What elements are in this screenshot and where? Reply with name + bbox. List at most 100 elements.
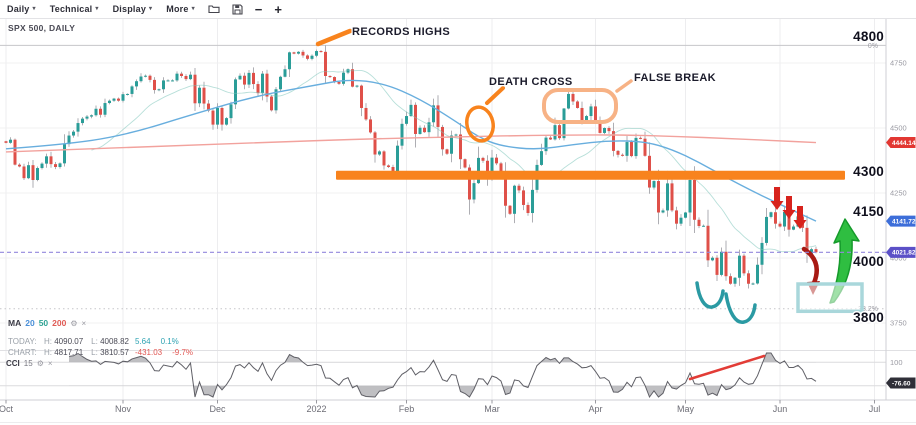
menu-daily-label: Daily bbox=[7, 4, 30, 14]
chart-low-value: 3810.57 bbox=[100, 348, 129, 357]
death-cross-pointer[interactable] bbox=[485, 86, 505, 105]
price-tag: 4021.82 bbox=[886, 246, 916, 258]
svg-text:-76.60: -76.60 bbox=[892, 380, 911, 387]
menu-daily[interactable]: Daily ▾ bbox=[0, 0, 43, 18]
down-arrow[interactable] bbox=[770, 187, 784, 210]
symbol-label: SPX 500, DAILY bbox=[8, 23, 76, 33]
support-zone-box[interactable] bbox=[796, 282, 864, 314]
double-bottom-curve[interactable] bbox=[695, 281, 725, 309]
resistance-bar[interactable] bbox=[336, 170, 845, 180]
y-axis-tick: 4000 bbox=[890, 254, 907, 263]
price-level-label: 4300 bbox=[853, 164, 884, 179]
chart-high-value: 4817.71 bbox=[54, 348, 84, 357]
cci-period: 15 bbox=[23, 359, 33, 368]
x-axis-label: May bbox=[677, 404, 695, 414]
high-label: H: bbox=[44, 348, 52, 357]
cci-settings-icon[interactable]: ⚙ bbox=[36, 359, 44, 368]
curved-down-arrow[interactable] bbox=[801, 246, 819, 286]
price-level-label: 4150 bbox=[853, 204, 884, 219]
stats-row-today: TODAY: H: 4090.07 L: 4008.82 5.64 0.1% bbox=[8, 336, 203, 347]
price-level-label: 4000 bbox=[853, 254, 884, 269]
menu-technical[interactable]: Technical ▾ bbox=[43, 0, 106, 18]
ma-legend-label: MA bbox=[8, 318, 22, 328]
cci-remove-icon[interactable]: × bbox=[47, 359, 53, 368]
stats-today-label: TODAY: bbox=[8, 337, 37, 346]
y-axis-tick: 4500 bbox=[890, 124, 907, 133]
annotation-false-break: FALSE BREAK bbox=[634, 72, 716, 84]
death-cross-circle[interactable] bbox=[464, 105, 497, 144]
svg-text:4444.14: 4444.14 bbox=[892, 140, 916, 147]
today-change-value: 5.64 bbox=[134, 337, 151, 346]
cci-overbought-fill bbox=[69, 353, 816, 363]
chevron-down-icon: ▾ bbox=[95, 6, 99, 12]
false-break-box[interactable] bbox=[542, 88, 618, 124]
low-label: L: bbox=[91, 337, 98, 346]
ma-remove-icon[interactable]: × bbox=[81, 318, 87, 328]
chevron-down-icon: ▾ bbox=[191, 6, 195, 12]
cci-legend: CCI 15 ⚙ × bbox=[6, 359, 53, 368]
chart-change-value: -431.03 bbox=[134, 348, 163, 357]
zoom-in-label: + bbox=[274, 1, 282, 17]
x-axis-label: Dec bbox=[209, 404, 226, 414]
svg-text:4141.72: 4141.72 bbox=[892, 219, 916, 226]
menu-more-label: More bbox=[166, 4, 189, 14]
x-axis-label: Oct bbox=[0, 404, 13, 414]
high-label: H: bbox=[44, 337, 52, 346]
chart-change-pct: -9.7% bbox=[172, 348, 194, 357]
zoom-in-button[interactable]: + bbox=[268, 0, 288, 18]
ma-period-20: 20 bbox=[25, 318, 35, 328]
x-axis-label: Apr bbox=[588, 404, 602, 414]
menu-display-label: Display bbox=[112, 4, 147, 14]
svg-text:4021.82: 4021.82 bbox=[892, 250, 916, 257]
price-tag: 4444.14 bbox=[886, 137, 916, 149]
save-icon[interactable] bbox=[226, 0, 249, 18]
x-axis-label: Feb bbox=[399, 404, 415, 414]
price-level-label: 3800 bbox=[853, 310, 884, 325]
y-axis-tick: 4750 bbox=[890, 59, 907, 68]
price-level-label: 4800 bbox=[853, 29, 884, 44]
ma-period-200: 200 bbox=[52, 318, 67, 328]
chart-toolbar: Daily ▾ Technical ▾ Display ▾ More ▾ − + bbox=[0, 0, 916, 19]
cci-legend-label: CCI bbox=[6, 359, 20, 368]
x-axis-label: Jun bbox=[773, 404, 788, 414]
x-axis-label: 2022 bbox=[306, 404, 326, 414]
ma-period-50: 50 bbox=[38, 318, 49, 328]
down-arrow[interactable] bbox=[782, 196, 796, 219]
ma200-line bbox=[5, 134, 817, 153]
cci-line bbox=[68, 352, 817, 399]
double-bottom-curve[interactable] bbox=[724, 292, 757, 324]
fib-level-label: 38.2% bbox=[858, 306, 878, 313]
cci-axis-tick: 100 bbox=[890, 358, 903, 367]
annotation-records-highs: RECORDS HIGHS bbox=[352, 26, 450, 38]
chevron-down-icon: ▾ bbox=[32, 6, 36, 12]
menu-more[interactable]: More ▾ bbox=[159, 0, 202, 18]
price-tag: 4141.72 bbox=[886, 215, 916, 227]
today-low-value: 4008.82 bbox=[100, 337, 129, 346]
ma-settings-icon[interactable]: ⚙ bbox=[70, 318, 78, 328]
x-axis-label: Jul bbox=[869, 404, 881, 414]
fib-level-label: 0% bbox=[868, 43, 878, 50]
x-axis-label: Mar bbox=[484, 404, 500, 414]
stats-row-chart: CHART: H: 4817.71 L: 3810.57 -431.03 -9.7% bbox=[8, 347, 203, 358]
ohlc-stats: TODAY: H: 4090.07 L: 4008.82 5.64 0.1% CHART… bbox=[8, 336, 203, 358]
down-arrow[interactable] bbox=[793, 206, 807, 229]
low-label: L: bbox=[91, 348, 98, 357]
cci-trendline[interactable] bbox=[688, 354, 766, 381]
menu-technical-label: Technical bbox=[49, 4, 93, 14]
stats-chart-label: CHART: bbox=[8, 348, 37, 357]
y-axis-tick: 4250 bbox=[890, 189, 907, 198]
records-highs-pointer[interactable] bbox=[315, 28, 353, 47]
annotation-death-cross: DEATH CROSS bbox=[489, 76, 573, 88]
open-folder-icon[interactable] bbox=[202, 0, 226, 18]
cci-value-tag: -76.60 bbox=[886, 377, 916, 389]
today-change-pct: 0.1% bbox=[160, 337, 179, 346]
ma50-line bbox=[5, 79, 817, 222]
menu-display[interactable]: Display ▾ bbox=[106, 0, 160, 18]
chevron-down-icon: ▾ bbox=[149, 6, 153, 12]
ma-legend: MA 20 50 200 ⚙ × bbox=[8, 318, 86, 328]
false-break-pointer[interactable] bbox=[615, 79, 633, 93]
today-high-value: 4090.07 bbox=[54, 337, 84, 346]
zoom-out-button[interactable]: − bbox=[249, 0, 269, 18]
